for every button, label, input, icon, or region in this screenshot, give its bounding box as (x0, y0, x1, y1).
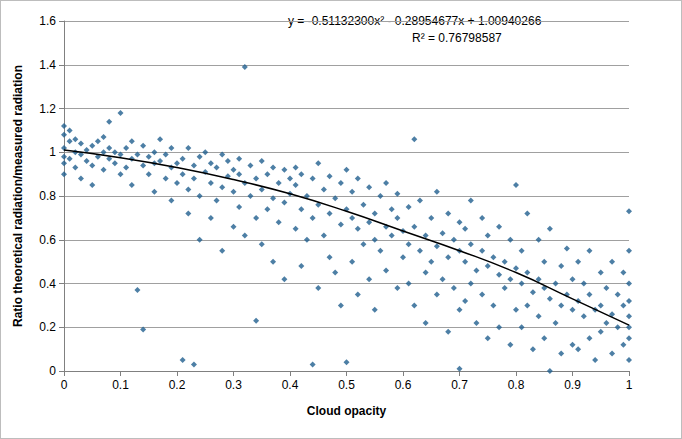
svg-text:0: 0 (61, 378, 68, 392)
svg-text:1.6: 1.6 (39, 14, 56, 28)
svg-text:0.4: 0.4 (39, 277, 56, 291)
svg-text:0.5: 0.5 (338, 378, 355, 392)
svg-text:0.4: 0.4 (282, 378, 299, 392)
svg-text:1: 1 (49, 145, 56, 159)
svg-text:y = -0.51132300x² - 0.28954677: y = -0.51132300x² - 0.28954677x + 1.0094… (288, 14, 542, 28)
svg-text:1.4: 1.4 (39, 58, 56, 72)
svg-text:Ratio theoretical radiation/me: Ratio theoretical radiation/measured rad… (11, 65, 25, 327)
svg-text:0.1: 0.1 (112, 378, 129, 392)
svg-text:1: 1 (626, 378, 633, 392)
svg-text:0.3: 0.3 (225, 378, 242, 392)
svg-text:0.6: 0.6 (39, 233, 56, 247)
svg-text:0.9: 0.9 (564, 378, 581, 392)
svg-text:0.8: 0.8 (508, 378, 525, 392)
svg-text:Cloud opacity: Cloud opacity (307, 404, 387, 418)
svg-text:R² = 0.76798587: R² = 0.76798587 (412, 31, 502, 45)
svg-text:0: 0 (49, 364, 56, 378)
svg-text:0.8: 0.8 (39, 189, 56, 203)
svg-text:1.2: 1.2 (39, 102, 56, 116)
svg-text:0.2: 0.2 (169, 378, 186, 392)
svg-text:0.2: 0.2 (39, 320, 56, 334)
svg-text:0.6: 0.6 (395, 378, 412, 392)
svg-text:0.7: 0.7 (451, 378, 468, 392)
